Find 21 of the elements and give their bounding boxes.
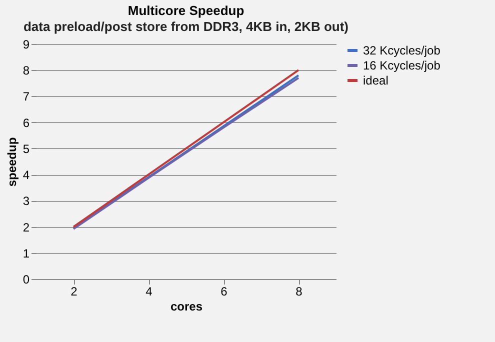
y-tick-label: 3 [22, 194, 30, 208]
chart-subtitle: data preload/post store from DDR3, 4KB in, 2KB out) [23, 19, 349, 34]
y-tick-label: 2 [22, 220, 30, 234]
y-tick-label: 5 [22, 142, 30, 156]
y-tick-label: 1 [22, 246, 30, 260]
legend-label: ideal [363, 74, 388, 88]
x-tick-label: 6 [220, 284, 228, 298]
chart-title: Multicore Speedup [128, 3, 244, 18]
x-tick-label: 8 [296, 284, 303, 298]
y-tick-label: 7 [22, 90, 30, 104]
x-tick-label: 2 [70, 284, 78, 298]
x-axis-title: cores [170, 300, 203, 314]
x-tick-label: 4 [146, 284, 153, 298]
y-tick-label: 9 [22, 38, 30, 52]
y-tick-label: 0 [22, 272, 30, 286]
y-tick-label: 8 [22, 64, 30, 78]
legend-label: 32 Kcycles/job [363, 44, 441, 58]
y-tick-label: 6 [22, 116, 30, 130]
y-tick-label: 4 [22, 168, 30, 182]
legend-label: 16 Kcycles/job [363, 58, 441, 72]
y-axis-title: speedup [4, 137, 19, 187]
